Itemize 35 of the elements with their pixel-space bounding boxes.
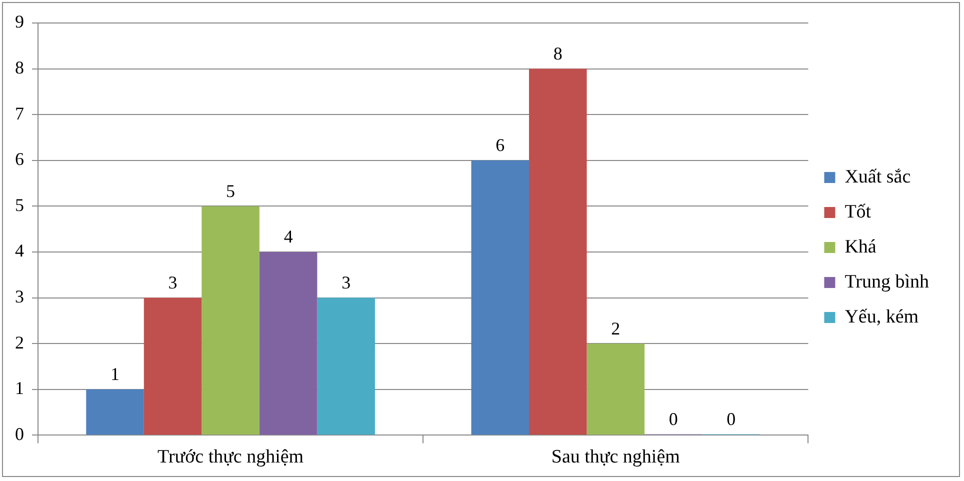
data-label: 6 <box>496 135 505 156</box>
bar <box>471 160 530 435</box>
data-label: 0 <box>668 408 678 429</box>
bar <box>86 389 144 435</box>
legend-label: Xuất sắc <box>844 166 911 188</box>
y-tick-label: 2 <box>15 332 24 352</box>
y-tick-label: 0 <box>15 424 24 444</box>
legend-label: Trung bình <box>844 271 930 292</box>
data-label: 2 <box>611 318 620 338</box>
data-label: 3 <box>342 272 351 293</box>
y-tick-label: 6 <box>15 149 24 170</box>
y-tick-label: 7 <box>15 103 24 124</box>
bar <box>317 298 375 435</box>
y-tick-label: 1 <box>15 378 24 398</box>
bar <box>259 252 318 435</box>
bar <box>144 298 202 435</box>
y-tick-label: 9 <box>15 12 24 32</box>
bar <box>586 344 645 435</box>
y-tick-label: 5 <box>15 194 24 215</box>
data-label: 1 <box>110 364 120 384</box>
x-tick-label: Trước thực nghiệm <box>158 446 304 468</box>
data-label: 5 <box>226 180 236 201</box>
legend-label: Yếu, kém <box>844 306 919 328</box>
bar <box>202 206 260 435</box>
x-tick-label: Sau thực nghiệm <box>551 446 680 468</box>
data-label: 8 <box>553 44 562 64</box>
bar <box>529 68 587 435</box>
data-label: 4 <box>284 226 293 247</box>
legend-label: Tốt <box>844 201 872 222</box>
y-tick-label: 4 <box>15 240 24 261</box>
data-label: 0 <box>726 408 736 429</box>
y-tick-label: 8 <box>15 58 24 78</box>
y-tick-label: 3 <box>15 286 24 307</box>
data-label: 3 <box>168 272 178 293</box>
legend-label: Khá <box>844 236 877 258</box>
